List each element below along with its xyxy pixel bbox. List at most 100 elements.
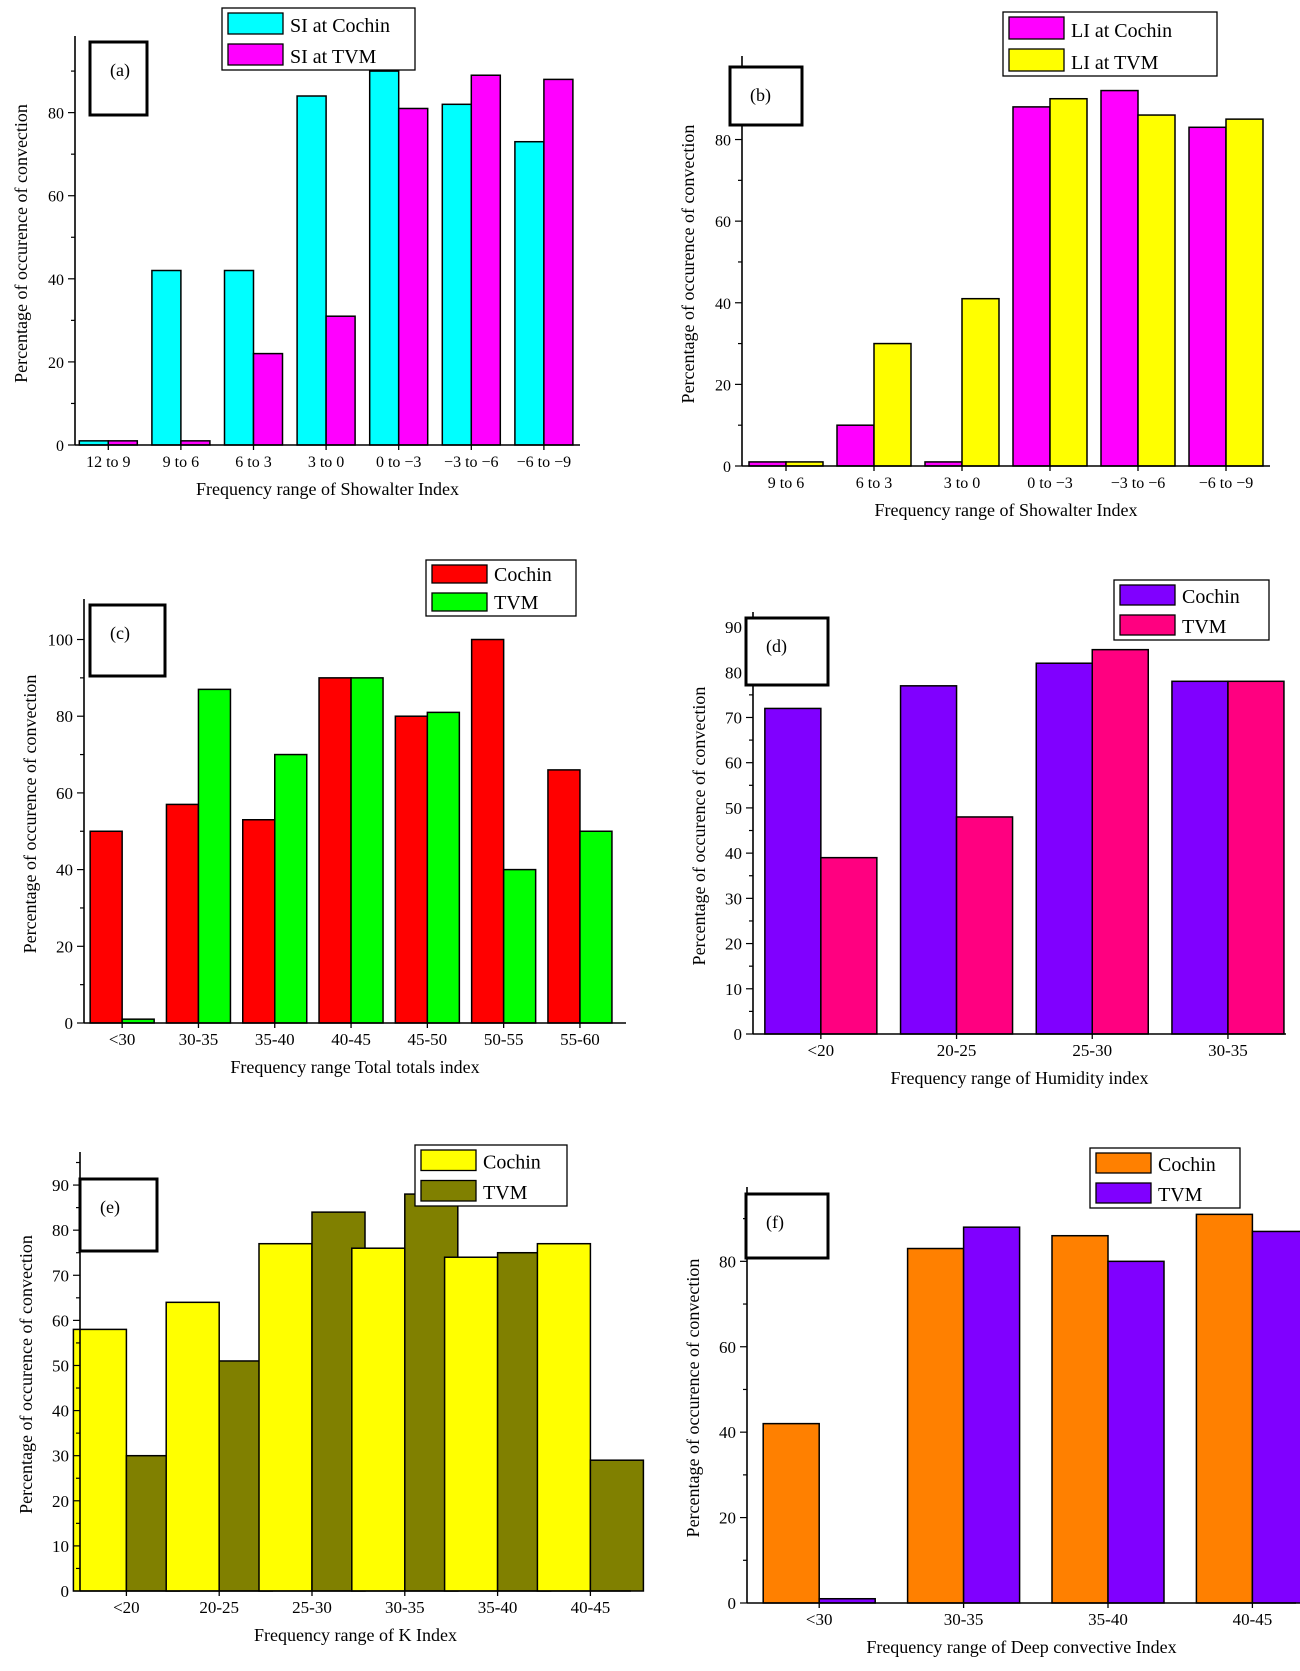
- y-tick-label: 60: [52, 1311, 69, 1330]
- x-tick-label: 9 to 6: [163, 454, 199, 471]
- bar-series1-3: [1171, 680, 1229, 1035]
- panel-label-box: [88, 40, 149, 117]
- x-tick-label: 20-25: [199, 1598, 239, 1617]
- x-tick-label: 50-55: [484, 1030, 524, 1049]
- x-tick-label: 30-35: [1208, 1041, 1248, 1060]
- y-axis-label: Percentage of occurence of convection: [683, 1259, 703, 1538]
- bar-series1-1: [165, 1301, 220, 1592]
- bar-series2-4: [397, 107, 429, 446]
- bar-series2-2: [961, 297, 1000, 467]
- bar-series1-1: [836, 424, 875, 467]
- y-axis-label: Percentage of occurence of convection: [11, 104, 31, 383]
- x-tick-label: 3 to 0: [308, 454, 344, 471]
- x-tick-label: −3 to −6: [444, 454, 499, 471]
- bar-series2-2: [1091, 648, 1149, 1035]
- bar-series1-5: [441, 103, 473, 446]
- bar-series2-1: [197, 688, 232, 1024]
- legend-entry: LI at TVM: [1071, 52, 1159, 74]
- x-tick-label: <30: [109, 1030, 136, 1049]
- bar-series1-3: [296, 95, 327, 446]
- y-axis-label: Percentage of occurence of convection: [678, 125, 698, 404]
- x-tick-label: 40-45: [1233, 1610, 1273, 1629]
- legend-swatch: [420, 1149, 477, 1172]
- bar-series2-5: [1225, 118, 1264, 467]
- y-tick-label: 10: [52, 1537, 69, 1556]
- bar-series1-0: [72, 1328, 128, 1592]
- bar-series1-5: [536, 1242, 592, 1592]
- chart-panel-a: 12 to 9 9 to 6 6 to 3 3 to 0 0 to −3 −3 to −6…: [11, 7, 580, 499]
- x-axis-label: Frequency range of K Index: [254, 1625, 457, 1645]
- bar-series1-0: [89, 830, 123, 1024]
- x-tick-label: 12 to 9: [86, 454, 130, 471]
- y-tick-label: 0: [734, 1025, 743, 1044]
- x-tick-label: 0 to −3: [1027, 475, 1072, 492]
- bar-series1-1: [899, 685, 958, 1035]
- chart-panel-d: <20 20-25 25-30 30-35 0 10 20 30 40 50 60 70 80 90 Fre…: [689, 579, 1286, 1088]
- bar-series1-2: [1051, 1234, 1109, 1604]
- legend-swatch: [1119, 584, 1176, 606]
- bar-series1-0: [762, 1422, 820, 1604]
- y-axis-label: Percentage of occurence of convection: [16, 1235, 36, 1514]
- panel-label-box: [744, 616, 830, 687]
- legend-entry: Cochin: [483, 1152, 541, 1174]
- x-tick-label: 30-35: [944, 1610, 984, 1629]
- y-tick-label: 30: [52, 1447, 69, 1466]
- x-axis-label: Frequency range Total totals index: [230, 1057, 479, 1077]
- x-tick-label: 45-50: [408, 1030, 448, 1049]
- y-tick-label: 40: [715, 296, 731, 313]
- bar-series2-1: [873, 342, 912, 467]
- x-tick-label: 30-35: [385, 1598, 425, 1617]
- x-tick-label: 35-40: [255, 1030, 295, 1049]
- y-tick-label: 40: [725, 844, 742, 863]
- bar-series2-3: [1049, 97, 1088, 467]
- x-tick-label: 6 to 3: [235, 454, 271, 471]
- bar-series1-4: [1100, 89, 1139, 467]
- y-tick-label: 40: [56, 861, 73, 880]
- y-tick-label: 70: [725, 708, 742, 727]
- x-tick-label: 55-60: [560, 1030, 600, 1049]
- bar-series2-1: [955, 816, 1014, 1035]
- chart-panel-e: <20 20-25 25-30 30-35 35-40 40-45 0 10 20 30 40 50 6…: [16, 1144, 645, 1645]
- x-tick-label: −6 to −9: [1199, 475, 1254, 492]
- y-tick-label: 20: [725, 935, 742, 954]
- bar-series2-5: [470, 74, 502, 446]
- bar-series2-3: [325, 315, 356, 446]
- legend-entry: SI at TVM: [290, 46, 377, 68]
- y-tick-label: 20: [56, 937, 73, 956]
- x-tick-label: <30: [806, 1610, 833, 1629]
- bar-series1-5: [1188, 126, 1227, 467]
- panel-label: (c): [110, 623, 130, 644]
- x-tick-label: 40-45: [331, 1030, 371, 1049]
- bar-series1-4: [368, 70, 400, 446]
- panel-label: (b): [750, 85, 771, 106]
- x-tick-label: 40-45: [571, 1598, 611, 1617]
- y-tick-label: 40: [52, 1402, 69, 1421]
- bar-series2-3: [350, 677, 384, 1024]
- x-tick-label: 20-25: [937, 1041, 977, 1060]
- x-tick-label: −6 to −9: [517, 454, 572, 471]
- legend-swatch: [420, 1179, 477, 1202]
- legend-entry: Cochin: [1158, 1154, 1216, 1176]
- legend-swatch: [1095, 1152, 1152, 1174]
- y-tick-label: 80: [715, 133, 731, 150]
- y-tick-label: 80: [48, 106, 64, 123]
- legend-entry: TVM: [483, 1182, 528, 1204]
- chart-panel-c: <30 30-35 35-40 40-45 45-50 50-55 55-60 0 20 40 60…: [20, 559, 626, 1077]
- y-tick-label: 40: [48, 272, 64, 289]
- legend-swatch: [227, 12, 284, 35]
- x-tick-label: 0 to −3: [376, 454, 421, 471]
- legend-swatch: [431, 592, 488, 612]
- y-tick-label: 60: [56, 784, 73, 803]
- bar-series2-4: [1137, 114, 1176, 467]
- bar-series1-3: [351, 1247, 406, 1592]
- panel-label-box: [728, 65, 804, 127]
- x-tick-label: 3 to 0: [944, 475, 980, 492]
- x-tick-label: 9 to 6: [768, 475, 804, 492]
- bar-series2-1: [962, 1226, 1021, 1604]
- y-axis-label: Percentage of occurence of convection: [20, 675, 40, 954]
- panel-label: (e): [100, 1197, 120, 1218]
- legend-entry: SI at Cochin: [290, 15, 390, 37]
- panel-label-box: [78, 1177, 159, 1253]
- bar-series2-2: [274, 753, 308, 1024]
- x-tick-label: 30-35: [179, 1030, 219, 1049]
